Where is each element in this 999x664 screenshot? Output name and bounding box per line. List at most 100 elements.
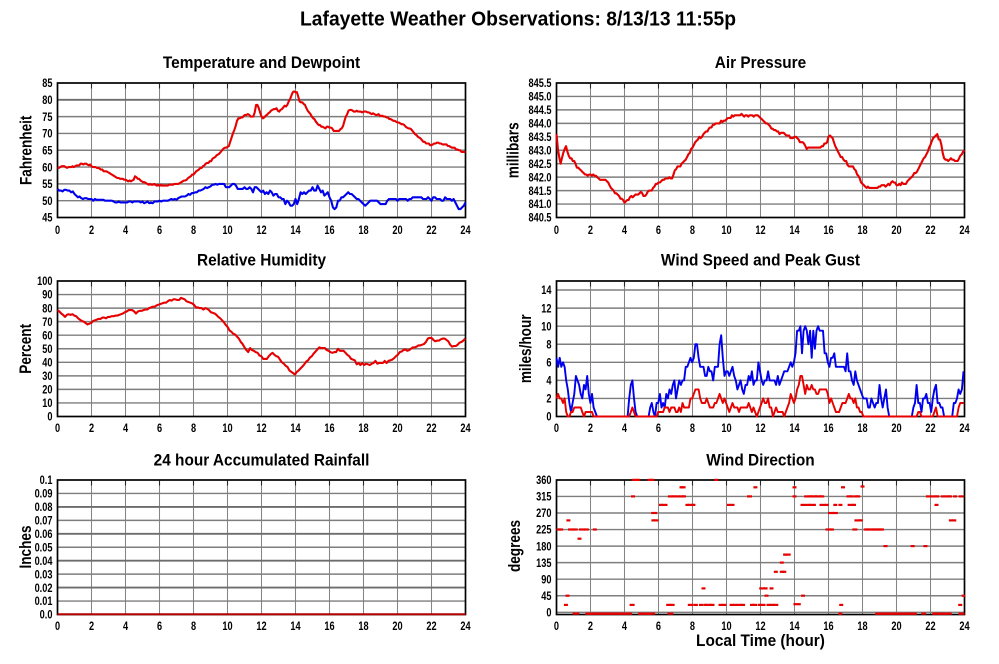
svg-text:16: 16 bbox=[324, 423, 334, 435]
svg-text:135: 135 bbox=[536, 558, 552, 570]
svg-text:Wind Direction: Wind Direction bbox=[706, 452, 814, 469]
svg-text:14: 14 bbox=[541, 285, 551, 297]
svg-text:845.0: 845.0 bbox=[529, 92, 552, 104]
svg-text:10: 10 bbox=[541, 322, 551, 334]
svg-text:6: 6 bbox=[656, 621, 661, 633]
svg-text:60: 60 bbox=[42, 331, 52, 343]
svg-text:Relative Humidity: Relative Humidity bbox=[197, 252, 326, 269]
svg-text:30: 30 bbox=[42, 371, 52, 383]
svg-text:8: 8 bbox=[546, 340, 551, 352]
svg-text:270: 270 bbox=[536, 508, 552, 520]
svg-text:8: 8 bbox=[191, 621, 196, 633]
svg-text:60: 60 bbox=[42, 162, 52, 174]
svg-text:2: 2 bbox=[588, 621, 593, 633]
svg-text:843.0: 843.0 bbox=[529, 146, 552, 158]
svg-text:4: 4 bbox=[622, 621, 627, 633]
svg-text:Local Time (hour): Local Time (hour) bbox=[696, 633, 825, 650]
svg-text:45: 45 bbox=[541, 591, 551, 603]
svg-text:6: 6 bbox=[157, 621, 162, 633]
svg-text:0: 0 bbox=[554, 621, 559, 633]
svg-text:20: 20 bbox=[392, 621, 402, 633]
svg-text:75: 75 bbox=[42, 112, 52, 124]
svg-text:24: 24 bbox=[460, 621, 470, 633]
svg-text:2: 2 bbox=[89, 225, 94, 237]
svg-text:14: 14 bbox=[290, 423, 300, 435]
svg-text:90: 90 bbox=[42, 290, 52, 302]
svg-text:70: 70 bbox=[42, 317, 52, 329]
svg-text:0.09: 0.09 bbox=[35, 489, 53, 501]
svg-text:10: 10 bbox=[222, 423, 232, 435]
svg-text:miles/hour: miles/hour bbox=[517, 314, 536, 383]
svg-text:8: 8 bbox=[690, 225, 695, 237]
svg-text:70: 70 bbox=[42, 129, 52, 141]
svg-text:90: 90 bbox=[541, 575, 551, 587]
svg-text:6: 6 bbox=[546, 358, 551, 370]
svg-text:14: 14 bbox=[789, 423, 799, 435]
svg-text:18: 18 bbox=[857, 423, 867, 435]
svg-text:millibars: millibars bbox=[504, 122, 523, 178]
svg-text:0.04: 0.04 bbox=[35, 556, 53, 568]
svg-text:20: 20 bbox=[891, 621, 901, 633]
svg-text:24 hour Accumulated Rainfall: 24 hour Accumulated Rainfall bbox=[154, 452, 370, 469]
svg-text:0: 0 bbox=[554, 423, 559, 435]
svg-text:12: 12 bbox=[256, 423, 266, 435]
svg-text:45: 45 bbox=[42, 213, 52, 225]
svg-text:840.5: 840.5 bbox=[529, 213, 552, 225]
svg-text:24: 24 bbox=[460, 423, 470, 435]
svg-text:10: 10 bbox=[721, 621, 731, 633]
svg-text:24: 24 bbox=[959, 225, 969, 237]
svg-text:22: 22 bbox=[925, 225, 935, 237]
svg-text:0.1: 0.1 bbox=[40, 475, 53, 487]
svg-text:14: 14 bbox=[290, 621, 300, 633]
svg-text:841.5: 841.5 bbox=[529, 186, 552, 198]
svg-text:Percent: Percent bbox=[17, 324, 36, 374]
svg-text:14: 14 bbox=[290, 225, 300, 237]
svg-text:Inches: Inches bbox=[17, 525, 36, 568]
svg-text:22: 22 bbox=[426, 423, 436, 435]
svg-text:4: 4 bbox=[546, 376, 551, 388]
svg-text:10: 10 bbox=[222, 621, 232, 633]
svg-text:0.0: 0.0 bbox=[40, 610, 53, 622]
svg-text:14: 14 bbox=[789, 621, 799, 633]
svg-text:16: 16 bbox=[324, 225, 334, 237]
svg-text:10: 10 bbox=[721, 423, 731, 435]
svg-text:4: 4 bbox=[123, 225, 128, 237]
svg-text:0: 0 bbox=[55, 621, 60, 633]
svg-text:0.01: 0.01 bbox=[35, 596, 53, 608]
svg-text:16: 16 bbox=[823, 423, 833, 435]
svg-text:degrees: degrees bbox=[506, 520, 525, 572]
svg-text:225: 225 bbox=[536, 525, 552, 537]
svg-text:180: 180 bbox=[536, 541, 552, 553]
svg-text:0: 0 bbox=[47, 412, 52, 424]
svg-text:8: 8 bbox=[690, 621, 695, 633]
svg-text:20: 20 bbox=[891, 423, 901, 435]
svg-text:40: 40 bbox=[42, 358, 52, 370]
svg-text:844.0: 844.0 bbox=[529, 119, 552, 131]
svg-text:14: 14 bbox=[789, 225, 799, 237]
svg-text:0: 0 bbox=[546, 608, 551, 620]
svg-text:20: 20 bbox=[392, 225, 402, 237]
svg-text:22: 22 bbox=[925, 423, 935, 435]
svg-text:20: 20 bbox=[392, 423, 402, 435]
svg-text:Temperature and Dewpoint: Temperature and Dewpoint bbox=[163, 55, 361, 72]
svg-text:844.5: 844.5 bbox=[529, 105, 552, 117]
svg-text:0: 0 bbox=[546, 412, 551, 424]
svg-text:4: 4 bbox=[123, 621, 128, 633]
svg-text:Fahrenheit: Fahrenheit bbox=[17, 116, 36, 185]
svg-text:24: 24 bbox=[460, 225, 470, 237]
svg-text:24: 24 bbox=[959, 621, 969, 633]
svg-text:845.5: 845.5 bbox=[529, 78, 552, 90]
svg-text:2: 2 bbox=[89, 621, 94, 633]
svg-text:22: 22 bbox=[426, 225, 436, 237]
svg-text:0: 0 bbox=[55, 423, 60, 435]
svg-text:6: 6 bbox=[656, 423, 661, 435]
svg-text:0.03: 0.03 bbox=[35, 570, 53, 582]
svg-text:8: 8 bbox=[191, 423, 196, 435]
svg-text:18: 18 bbox=[358, 225, 368, 237]
svg-text:18: 18 bbox=[857, 225, 867, 237]
svg-text:12: 12 bbox=[256, 225, 266, 237]
svg-text:12: 12 bbox=[755, 621, 765, 633]
svg-text:22: 22 bbox=[426, 621, 436, 633]
svg-text:2: 2 bbox=[546, 394, 551, 406]
svg-text:6: 6 bbox=[656, 225, 661, 237]
